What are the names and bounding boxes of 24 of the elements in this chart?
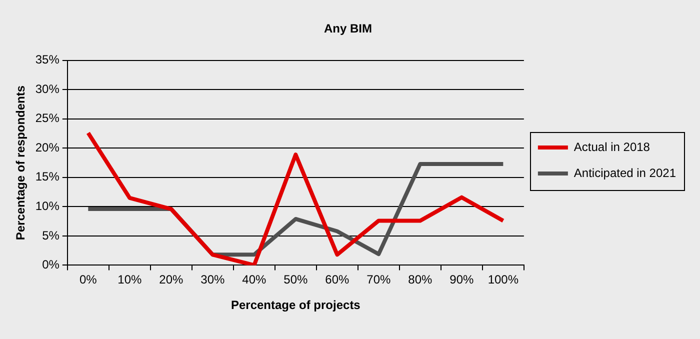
y-tick-label: 10% xyxy=(35,199,60,213)
x-tick-label: 30% xyxy=(200,272,225,287)
x-tick-label: 40% xyxy=(242,272,266,287)
x-tick-label: 80% xyxy=(408,272,433,287)
y-tick-label: 30% xyxy=(35,82,60,96)
x-tick-label: 20% xyxy=(159,272,184,287)
y-tick-label: 20% xyxy=(35,140,60,154)
x-axis-title: Percentage of projects xyxy=(230,298,361,312)
x-tick-label: 60% xyxy=(325,272,350,287)
x-tick-label: 10% xyxy=(118,272,142,287)
y-axis-title: Percentage of respondents xyxy=(14,85,28,240)
y-tick-label: 15% xyxy=(35,170,60,184)
x-tick-label: 0% xyxy=(79,272,98,287)
y-tick-label: 25% xyxy=(35,111,60,126)
legend-label: Actual in 2018 xyxy=(574,140,650,154)
y-tick-label: 5% xyxy=(42,228,60,242)
y-tick-label: 35% xyxy=(35,52,60,67)
chart-title: Any BIM xyxy=(324,22,372,36)
x-tick-label: 90% xyxy=(450,272,474,287)
y-tick-label: 0% xyxy=(42,258,60,272)
x-tick-label: 70% xyxy=(366,272,392,287)
legend-label: Anticipated in 2021 xyxy=(574,166,676,180)
x-tick-label: 100% xyxy=(488,272,519,287)
x-tick-label: 50% xyxy=(284,272,308,287)
